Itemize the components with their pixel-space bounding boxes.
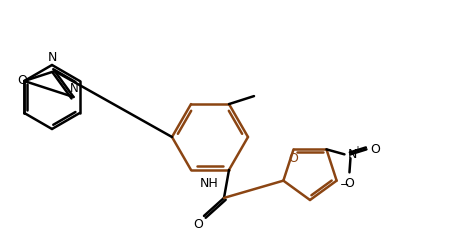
- Text: N: N: [70, 82, 79, 95]
- Text: N: N: [47, 51, 56, 64]
- Text: O: O: [17, 74, 27, 87]
- Text: NH: NH: [199, 177, 218, 190]
- Text: +: +: [353, 145, 361, 155]
- Text: O: O: [288, 152, 298, 165]
- Text: O: O: [192, 218, 202, 231]
- Text: −: −: [339, 180, 349, 190]
- Text: N: N: [347, 148, 356, 161]
- Text: O: O: [369, 143, 379, 156]
- Text: O: O: [344, 177, 354, 190]
